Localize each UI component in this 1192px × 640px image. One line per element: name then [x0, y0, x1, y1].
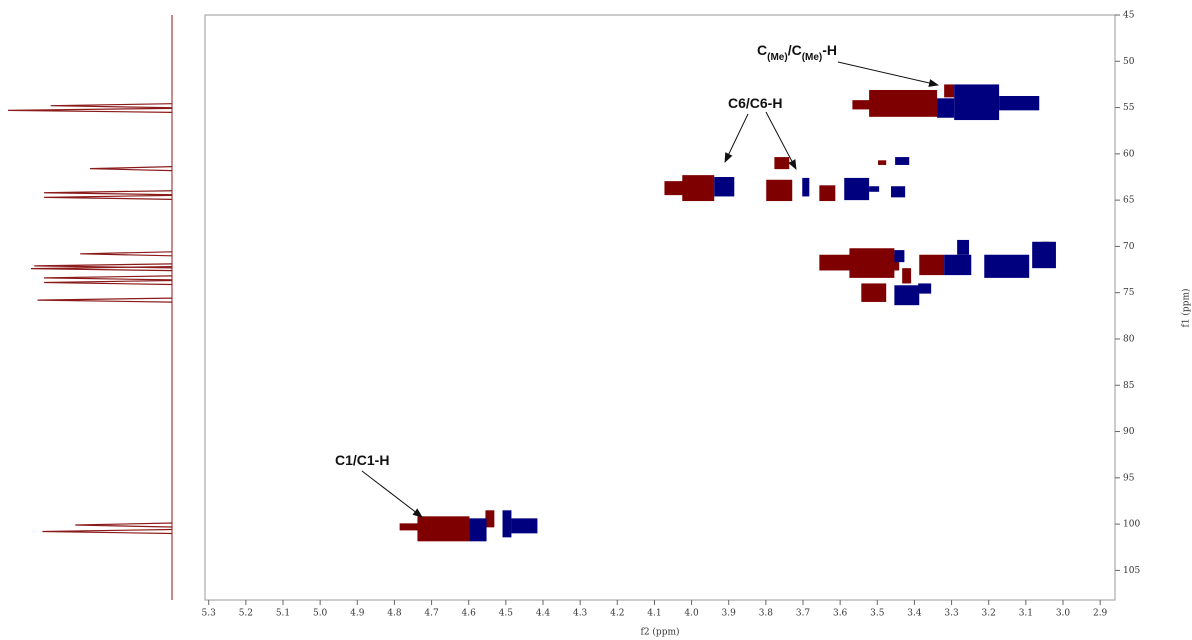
- annotation-part: (Me): [767, 52, 788, 63]
- peak-block: [878, 160, 887, 165]
- annotation-part: (Me): [802, 52, 823, 63]
- peak-block: [895, 157, 910, 165]
- peak-block: [502, 510, 512, 538]
- x-tick-label: 2.9: [1093, 609, 1108, 619]
- peak-block: [894, 285, 920, 306]
- peak-block: [999, 95, 1040, 111]
- x-tick-label: 4.9: [350, 609, 365, 619]
- projection-peak: [80, 251, 173, 257]
- x-tick-label: 4.0: [684, 609, 699, 619]
- peak-block: [774, 157, 790, 170]
- arrow: [765, 111, 797, 170]
- x-tick-label: 4.3: [573, 609, 588, 619]
- arrow: [724, 113, 749, 163]
- peak-block: [869, 186, 880, 192]
- peak-block: [937, 98, 955, 118]
- annotation-part: /C: [788, 42, 802, 58]
- x-tick-label: 5.2: [239, 609, 253, 619]
- peak-block: [894, 250, 905, 263]
- peak-block: [869, 89, 938, 117]
- peak-block: [861, 283, 887, 302]
- x-tick-label: 4.2: [610, 609, 624, 619]
- y-tick-label: 45: [1123, 11, 1135, 21]
- projection-peak: [44, 190, 173, 196]
- projection-peak: [37, 297, 173, 303]
- annotation: C6/C6-H: [728, 95, 782, 111]
- peak-block: [511, 518, 538, 534]
- peak-block: [417, 516, 470, 542]
- x-tick-label: 4.1: [647, 609, 661, 619]
- x-tick-label: 3.9: [722, 609, 737, 619]
- x-tick-label: 5.0: [313, 609, 328, 619]
- peak-block: [714, 176, 735, 197]
- y-tick-label: 60: [1123, 149, 1135, 159]
- projection-peak: [7, 107, 173, 113]
- peak-block: [682, 175, 715, 202]
- peak-block: [849, 248, 895, 278]
- projection-peak: [75, 522, 173, 528]
- annotation: C(Me)/C(Me)-H: [757, 42, 837, 63]
- x-axis-label: f2 (ppm): [641, 627, 680, 638]
- x-tick-label: 3.1: [1019, 609, 1033, 619]
- peak-block: [891, 186, 906, 198]
- peak-block: [844, 177, 870, 201]
- x-tick-label: 3.0: [1056, 609, 1071, 619]
- peak-block: [902, 268, 912, 284]
- y-tick-label: 100: [1123, 520, 1140, 530]
- marks: [399, 84, 1056, 542]
- plot-frame: [204, 14, 1116, 601]
- y-tick-label: 50: [1123, 57, 1135, 67]
- y-tick-label: 65: [1123, 196, 1135, 206]
- x-tick-label: 3.8: [759, 609, 774, 619]
- arrow: [361, 470, 423, 518]
- peak-block: [766, 179, 793, 202]
- peak-block: [1032, 241, 1056, 269]
- peak-block: [918, 283, 932, 294]
- x-tick-label: 3.4: [907, 609, 922, 619]
- peak-block: [802, 177, 810, 197]
- peak-block: [954, 84, 1000, 121]
- x-tick-label: 3.6: [833, 609, 848, 619]
- peak-block: [944, 254, 972, 276]
- y-tick-label: 70: [1123, 242, 1135, 252]
- projection-peak: [50, 103, 173, 109]
- y-axis-label: f1 (ppm): [1181, 289, 1192, 328]
- projection-peak: [44, 279, 173, 286]
- x-tick-label: 3.7: [796, 609, 811, 619]
- projection-peak: [30, 266, 173, 272]
- x-tick-label: 5.1: [276, 609, 290, 619]
- x-tick-label: 5.3: [202, 609, 217, 619]
- annotation: C1/C1-H: [335, 452, 389, 468]
- y-tick-label: 75: [1123, 288, 1135, 298]
- annotation-part: -H: [822, 42, 837, 58]
- peak-block: [944, 84, 955, 98]
- y-tick-label: 95: [1123, 473, 1135, 483]
- projection-peak: [44, 275, 173, 281]
- annotation-part: C: [757, 42, 767, 58]
- y-tick-label: 55: [1123, 103, 1135, 113]
- peak-block: [919, 254, 945, 276]
- x-tick-label: 4.4: [536, 609, 551, 619]
- peak-block: [984, 254, 1030, 278]
- y-tick-label: 105: [1123, 566, 1140, 576]
- x-tick-label: 4.6: [462, 609, 477, 619]
- x-tick-label: 4.8: [387, 609, 402, 619]
- x-tick-label: 4.5: [499, 609, 514, 619]
- y-tick-label: 85: [1123, 381, 1135, 391]
- projection-peak: [89, 166, 173, 172]
- peak-block: [819, 185, 836, 202]
- arrow: [837, 61, 939, 87]
- peak-block: [485, 510, 495, 528]
- x-tick-label: 3.2: [982, 609, 996, 619]
- peak-block: [957, 239, 970, 255]
- x-tick-label: 4.7: [424, 609, 439, 619]
- projection-peak: [44, 194, 173, 200]
- y-tick-label: 80: [1123, 334, 1135, 344]
- peak-block: [469, 518, 487, 542]
- x-tick-label: 3.5: [870, 609, 885, 619]
- projection-peak: [42, 528, 173, 535]
- y-tick-label: 90: [1123, 427, 1135, 437]
- x-tick-label: 3.3: [944, 609, 959, 619]
